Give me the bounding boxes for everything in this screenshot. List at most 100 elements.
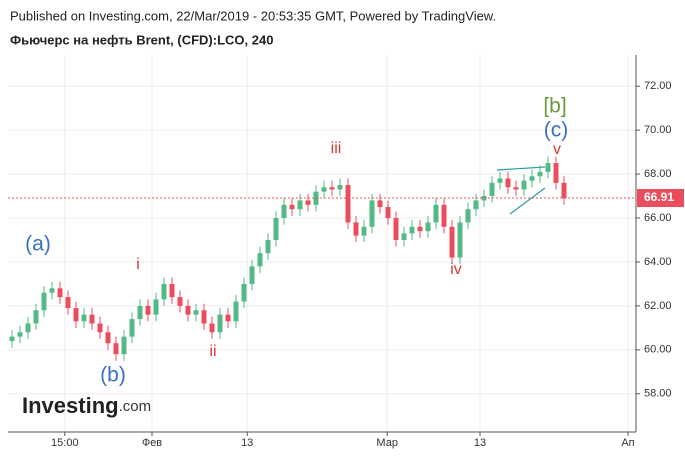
candle-body (225, 314, 231, 322)
candle-body (153, 299, 159, 315)
candle-body (249, 266, 255, 284)
chart-title: Фьючерс на нефть Brent, (CFD):LCO, 240 (10, 32, 273, 47)
candle-body (369, 200, 375, 227)
y-tick-label: 66.00 (644, 212, 672, 224)
candle-body (305, 200, 311, 205)
y-tick-label: 62.00 (644, 300, 672, 312)
candle-body (17, 332, 23, 337)
candle-body (217, 314, 223, 333)
candle-body (433, 204, 439, 223)
candle-body (425, 222, 431, 232)
trend-line (509, 187, 546, 215)
candle-body (281, 204, 287, 219)
published-note: Published on Investing.com, 22/Mar/2019 … (10, 8, 496, 23)
x-tick-label: Мар (376, 437, 398, 449)
candle-body (545, 163, 551, 172)
candle-body (329, 187, 335, 190)
candle-body (361, 226, 367, 236)
x-tick-label: 13 (474, 437, 486, 449)
candle-body (145, 305, 151, 315)
candle-body (465, 209, 471, 223)
y-tick-label: 58.00 (644, 388, 672, 400)
y-tick-label: 60.00 (644, 344, 672, 356)
y-tick-label: 70.00 (644, 124, 672, 136)
candle-body (489, 182, 495, 197)
x-tick-label: 15:00 (51, 437, 79, 449)
wave-label: iv (450, 261, 462, 278)
candle-body (537, 171, 543, 177)
last-price-label: 66.91 (644, 190, 674, 204)
wave-label: (a) (25, 233, 51, 256)
candle-body (113, 343, 119, 355)
candle-body (25, 323, 31, 333)
candle-body (377, 200, 383, 208)
candle-body (449, 226, 455, 258)
candle-body (41, 292, 47, 311)
y-tick-label: 72.00 (644, 80, 672, 92)
candle-body (337, 185, 343, 190)
candle-body (297, 200, 303, 210)
candle-body (169, 283, 175, 298)
candle-body (65, 297, 71, 309)
wave-label: i (136, 256, 140, 273)
wave-label: (c) (544, 119, 569, 142)
candle-body (57, 288, 63, 298)
candle-body (73, 308, 79, 322)
x-tick-label: Фев (142, 437, 162, 449)
logo-brand: Investing (22, 393, 119, 418)
candle-body (353, 222, 359, 236)
logo-suffix: .com (119, 398, 152, 415)
x-tick-label: Ап (621, 437, 634, 449)
candle-body (505, 178, 511, 188)
candle-body (553, 163, 559, 183)
wave-label: [b] (543, 95, 566, 118)
candle-body (457, 222, 463, 258)
candle-body (473, 200, 479, 210)
candle-body (497, 178, 503, 183)
candle-body (81, 314, 87, 322)
candle-body (161, 283, 167, 300)
candle-body (441, 204, 447, 227)
x-tick-label: 13 (241, 437, 253, 449)
candle-body (201, 310, 207, 324)
candle-body (233, 301, 239, 322)
candle-body (49, 288, 55, 293)
candle-body (89, 314, 95, 324)
candle-body (409, 226, 415, 234)
candle-body (33, 310, 39, 324)
wave-label: v (553, 141, 561, 158)
trend-line (496, 166, 546, 171)
logo: Investing.com (22, 393, 151, 418)
candle-body (529, 176, 535, 181)
wave-label: ii (209, 343, 216, 360)
wave-label: (b) (100, 364, 126, 387)
candle-body (185, 305, 191, 315)
candle-body (521, 180, 527, 190)
candle-body (393, 218, 399, 240)
candle-body (209, 323, 215, 333)
candle-body (121, 336, 127, 355)
candle-body (97, 323, 103, 333)
candle-body (193, 310, 199, 315)
y-tick-label: 68.00 (644, 168, 672, 180)
candle-body (345, 185, 351, 223)
candle-body (257, 253, 263, 267)
candle-body (265, 239, 271, 254)
candle-body (129, 319, 135, 337)
candle-body (105, 332, 111, 344)
candle-body (513, 187, 519, 190)
candle-body (273, 218, 279, 240)
candle-body (321, 187, 327, 192)
y-tick-label: 64.00 (644, 256, 672, 268)
candle-body (561, 182, 567, 199)
candle-body (417, 226, 423, 232)
candle-body (241, 283, 247, 302)
candle-body (401, 233, 407, 240)
candle-body (137, 305, 143, 320)
candle-body (289, 204, 295, 210)
candle-body (9, 336, 15, 342)
last-price-box (637, 189, 684, 208)
candle-body (385, 207, 391, 219)
wave-label: iii (331, 140, 342, 157)
